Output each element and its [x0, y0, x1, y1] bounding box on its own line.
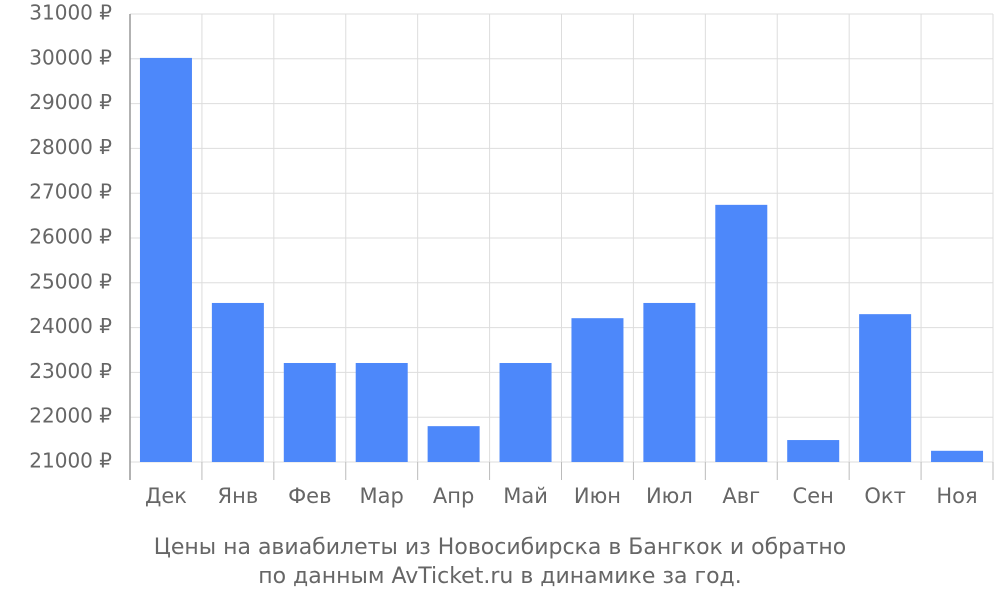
y-tick-label: 27000 ₽ [29, 180, 112, 204]
bar [787, 440, 840, 462]
x-tick-label: Фев [288, 484, 331, 508]
x-tick-label: Сен [793, 484, 834, 508]
bar [931, 450, 984, 462]
y-tick-label: 24000 ₽ [29, 314, 112, 338]
y-tick-label: 26000 ₽ [29, 225, 112, 249]
x-tick-label: Янв [218, 484, 259, 508]
y-tick-label: 28000 ₽ [29, 135, 112, 159]
x-tick-label: Июн [574, 484, 621, 508]
x-tick-label: Июл [646, 484, 693, 508]
y-tick-label: 29000 ₽ [29, 90, 112, 114]
y-tick-label: 25000 ₽ [29, 269, 112, 293]
bar [715, 204, 768, 462]
bar [427, 426, 480, 462]
chart-title: Цены на авиабилеты из Новосибирска в Бан… [154, 535, 847, 560]
x-tick-label: Май [503, 484, 548, 508]
bar [643, 302, 696, 462]
bar [859, 314, 912, 462]
x-tick-label: Мар [360, 484, 404, 508]
bar [355, 362, 408, 462]
bar [283, 362, 336, 462]
y-tick-label: 21000 ₽ [29, 449, 112, 473]
chart-title: по данным AvTicket.ru в динамике за год. [258, 564, 742, 589]
y-tick-label: 22000 ₽ [29, 404, 112, 428]
x-tick-label: Ноя [936, 484, 977, 508]
y-tick-label: 31000 ₽ [29, 1, 112, 25]
bar [139, 57, 192, 463]
x-tick-label: Окт [864, 484, 905, 508]
y-tick-label: 30000 ₽ [29, 45, 112, 69]
x-tick-label: Дек [145, 484, 187, 508]
x-tick-label: Авг [722, 484, 760, 508]
bar [211, 302, 264, 462]
y-tick-label: 23000 ₽ [29, 359, 112, 383]
bar [499, 362, 552, 462]
x-tick-label: Апр [433, 484, 474, 508]
bar [571, 318, 624, 462]
